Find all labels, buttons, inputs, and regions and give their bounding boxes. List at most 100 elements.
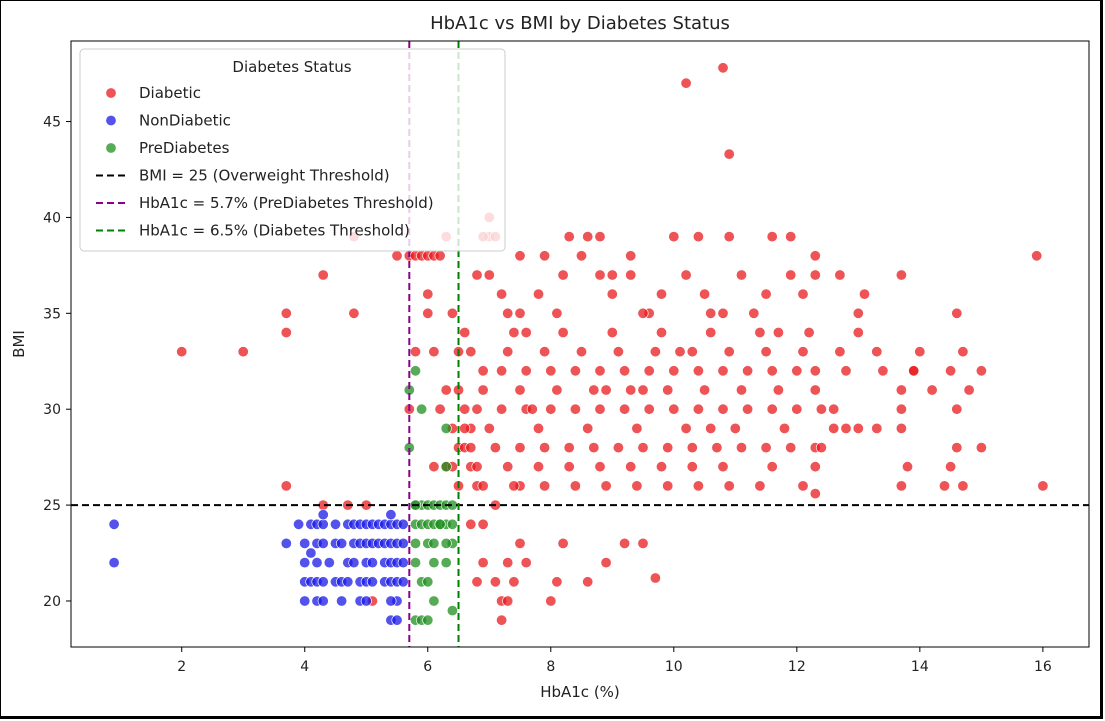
point-diabetic: [508, 576, 520, 588]
point-diabetic: [575, 250, 587, 262]
legend-label: NonDiabetic: [139, 112, 231, 130]
point-diabetic: [594, 231, 606, 243]
legend-label: PreDiabetes: [139, 139, 230, 157]
point-diabetic: [606, 288, 618, 300]
point-diabetic: [692, 365, 704, 377]
point-diabetic: [723, 231, 735, 243]
point-diabetic: [459, 326, 471, 338]
point-diabetic: [502, 307, 514, 319]
point-diabetic: [674, 346, 686, 358]
point-diabetic: [809, 488, 821, 500]
point-diabetic: [606, 326, 618, 338]
point-diabetic: [791, 403, 803, 415]
point-diabetic: [545, 595, 557, 607]
point-diabetic: [594, 269, 606, 281]
point-diabetic: [705, 326, 717, 338]
point-diabetic: [594, 365, 606, 377]
point-diabetic: [957, 480, 969, 492]
point-diabetic: [717, 403, 729, 415]
point-diabetic: [760, 346, 772, 358]
x-tick-label: 14: [911, 659, 929, 675]
point-diabetic: [465, 346, 477, 358]
point-diabetic: [631, 422, 643, 434]
point-diabetic: [926, 384, 938, 396]
point-diabetic: [532, 461, 544, 473]
point-diabetic: [619, 537, 631, 549]
point-diabetic: [809, 461, 821, 473]
point-diabetic: [489, 442, 501, 454]
point-diabetic: [877, 365, 889, 377]
point-prediabetes: [440, 461, 452, 473]
point-diabetic: [754, 480, 766, 492]
point-diabetic: [459, 422, 471, 434]
point-diabetic: [563, 231, 575, 243]
point-diabetic: [489, 576, 501, 588]
point-diabetic: [588, 384, 600, 396]
point-diabetic: [557, 537, 569, 549]
point-diabetic: [895, 403, 907, 415]
point-diabetic: [668, 231, 680, 243]
legend-label: BMI = 25 (Overweight Threshold): [139, 167, 390, 185]
point-diabetic: [600, 557, 612, 569]
point-nondiabetic: [336, 537, 348, 549]
point-diabetic: [662, 442, 674, 454]
point-diabetic: [520, 557, 532, 569]
point-diabetic: [465, 442, 477, 454]
point-diabetic: [563, 461, 575, 473]
point-diabetic: [901, 461, 913, 473]
point-nondiabetic: [336, 595, 348, 607]
point-nondiabetic: [108, 557, 120, 569]
point-nondiabetic: [305, 547, 317, 559]
point-diabetic: [428, 461, 440, 473]
point-diabetic: [606, 269, 618, 281]
point-diabetic: [662, 384, 674, 396]
point-diabetic: [742, 403, 754, 415]
point-diabetic: [1037, 480, 1049, 492]
point-diabetic: [471, 461, 483, 473]
point-diabetic: [895, 384, 907, 396]
point-nondiabetic: [348, 557, 360, 569]
point-diabetic: [237, 346, 249, 358]
point-diabetic: [514, 307, 526, 319]
point-diabetic: [735, 442, 747, 454]
point-diabetic: [871, 346, 883, 358]
point-nondiabetic: [311, 557, 323, 569]
point-diabetic: [643, 403, 655, 415]
point-diabetic: [699, 384, 711, 396]
point-diabetic: [569, 480, 581, 492]
point-diabetic: [532, 422, 544, 434]
point-diabetic: [815, 442, 827, 454]
point-diabetic: [717, 461, 729, 473]
point-diabetic: [514, 384, 526, 396]
point-diabetic: [551, 576, 563, 588]
point-diabetic: [686, 442, 698, 454]
point-diabetic: [649, 346, 661, 358]
point-diabetic: [797, 346, 809, 358]
point-diabetic: [557, 269, 569, 281]
point-diabetic: [496, 288, 508, 300]
point-diabetic: [1031, 250, 1043, 262]
point-diabetic: [778, 422, 790, 434]
point-diabetic: [785, 231, 797, 243]
point-diabetic: [502, 461, 514, 473]
point-diabetic: [735, 384, 747, 396]
point-diabetic: [348, 307, 360, 319]
point-diabetic: [711, 442, 723, 454]
point-diabetic: [619, 365, 631, 377]
point-diabetic: [840, 365, 852, 377]
point-diabetic: [655, 326, 667, 338]
x-tick-label: 8: [546, 659, 555, 675]
legend-label: Diabetic: [139, 84, 201, 102]
point-diabetic: [692, 403, 704, 415]
legend-marker: [105, 115, 117, 127]
y-tick-label: 30: [43, 402, 61, 418]
point-diabetic: [938, 480, 950, 492]
y-tick-label: 20: [43, 594, 61, 610]
point-diabetic: [797, 480, 809, 492]
point-diabetic: [496, 403, 508, 415]
point-diabetic: [637, 442, 649, 454]
point-nondiabetic: [299, 537, 311, 549]
point-diabetic: [594, 461, 606, 473]
point-diabetic: [434, 250, 446, 262]
point-nondiabetic: [385, 509, 397, 521]
